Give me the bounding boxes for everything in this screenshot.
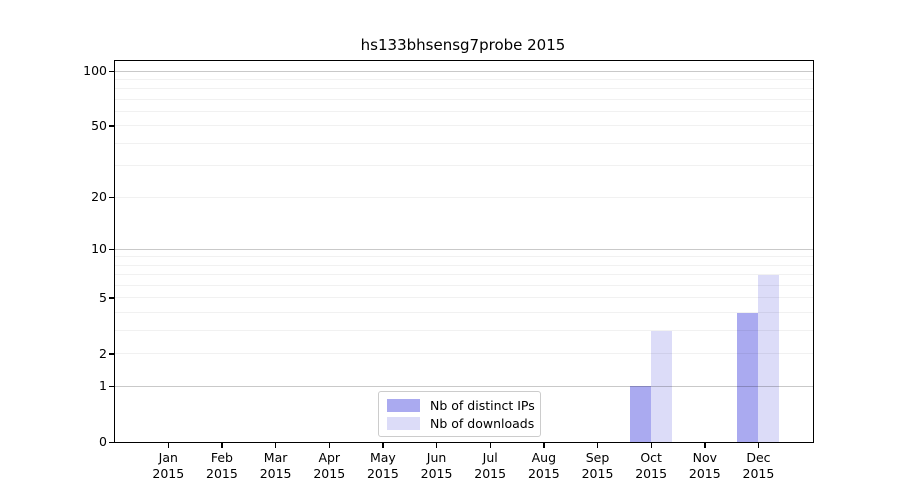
plot-area: 0 1 2 5 10 20 50 100 Jan 2015 Feb 2015 Mar 2015 Apr…: [83, 60, 814, 481]
legend-swatch-distinct-ips-icon: [387, 398, 420, 412]
y-axis-tick-label: 10: [91, 241, 107, 257]
y-axis-tick-label: 0: [99, 434, 107, 449]
x-axis-tick: [275, 443, 277, 448]
y-axis-tick: [109, 441, 114, 443]
x-axis-tick-label: May 2015: [366, 450, 399, 481]
minor-gridline: [115, 98, 813, 100]
x-axis-tick: [704, 443, 706, 448]
y-axis-tick: [109, 125, 114, 127]
chart-title: hs133bhsensg7probe 2015: [360, 36, 566, 54]
x-axis-tick-label: Jun 2015: [420, 450, 453, 481]
x-axis-tick: [436, 443, 438, 448]
minor-gridline: [115, 111, 813, 113]
x-axis-tick-label: Apr 2015: [313, 450, 346, 481]
x-axis-tick: [650, 443, 653, 448]
bar-distinct-ips: [630, 386, 652, 442]
x-axis-tick-label: Jan 2015: [152, 450, 185, 481]
x-axis-tick: [543, 443, 545, 448]
y-axis-tick-label: 100: [83, 63, 107, 78]
y-axis-tick-label: 2: [99, 345, 107, 361]
bar-distinct-ips: [737, 312, 759, 442]
y-axis-tick: [109, 196, 114, 199]
legend-label-downloads: Nb of downloads: [430, 415, 535, 431]
minor-gridline: [115, 165, 813, 167]
legend-label-distinct-ips: Nb of distinct IPs: [430, 397, 535, 413]
x-axis-tick-label: Sep 2015: [581, 450, 614, 481]
minor-gridline: [115, 285, 813, 287]
minor-gridline: [115, 196, 813, 198]
minor-gridline: [115, 353, 813, 355]
y-axis-tick-label: 1: [99, 378, 107, 394]
legend-item-downloads: Nb of downloads: [387, 415, 535, 431]
y-axis-tick: [109, 297, 114, 299]
y-axis-tick: [109, 353, 114, 355]
y-axis-tick-label: 5: [99, 289, 107, 305]
x-axis-tick-label: Dec 2015: [742, 450, 775, 481]
x-axis-tick-label: Oct 2015: [635, 450, 668, 481]
bar-downloads: [758, 274, 780, 442]
major-gridline: [115, 248, 813, 250]
bar-downloads: [651, 330, 673, 442]
y-axis-tick-label: 50: [91, 117, 107, 133]
x-axis-tick-label: Nov 2015: [688, 450, 721, 481]
legend-swatch-downloads-icon: [387, 416, 420, 430]
minor-gridline: [115, 297, 813, 299]
x-axis-tick: [489, 443, 492, 448]
minor-gridline: [115, 274, 813, 276]
minor-gridline: [115, 142, 813, 144]
legend: Nb of distinct IPs Nb of downloads: [378, 391, 541, 437]
minor-gridline: [115, 312, 813, 314]
x-axis-tick: [167, 443, 170, 448]
major-gridline: [115, 70, 813, 72]
y-axis-tick-label: 20: [91, 189, 107, 205]
x-axis-tick-label: Feb 2015: [206, 450, 238, 481]
x-axis-tick-label: Mar 2015: [259, 450, 292, 481]
minor-gridline: [115, 256, 813, 258]
x-axis-tick: [597, 443, 599, 448]
x-axis-tick: [328, 443, 331, 448]
minor-gridline: [115, 78, 813, 80]
x-axis-tick-label: Jul 2015: [474, 450, 507, 481]
minor-gridline: [115, 264, 813, 266]
legend-item-distinct-ips: Nb of distinct IPs: [387, 397, 535, 413]
x-axis-tick: [382, 443, 384, 448]
minor-gridline: [115, 330, 813, 332]
x-axis-tick: [757, 443, 760, 448]
y-axis-tick: [109, 248, 114, 251]
x-axis-tick: [221, 443, 223, 448]
minor-gridline: [115, 88, 813, 90]
minor-gridline: [115, 125, 813, 127]
x-axis-tick-label: Aug 2015: [527, 450, 560, 481]
y-axis-tick: [109, 385, 114, 388]
major-gridline: [115, 385, 813, 387]
y-axis-tick: [109, 70, 114, 72]
